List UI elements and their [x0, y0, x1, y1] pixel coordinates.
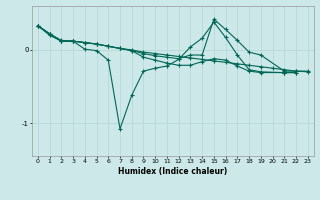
X-axis label: Humidex (Indice chaleur): Humidex (Indice chaleur): [118, 167, 228, 176]
